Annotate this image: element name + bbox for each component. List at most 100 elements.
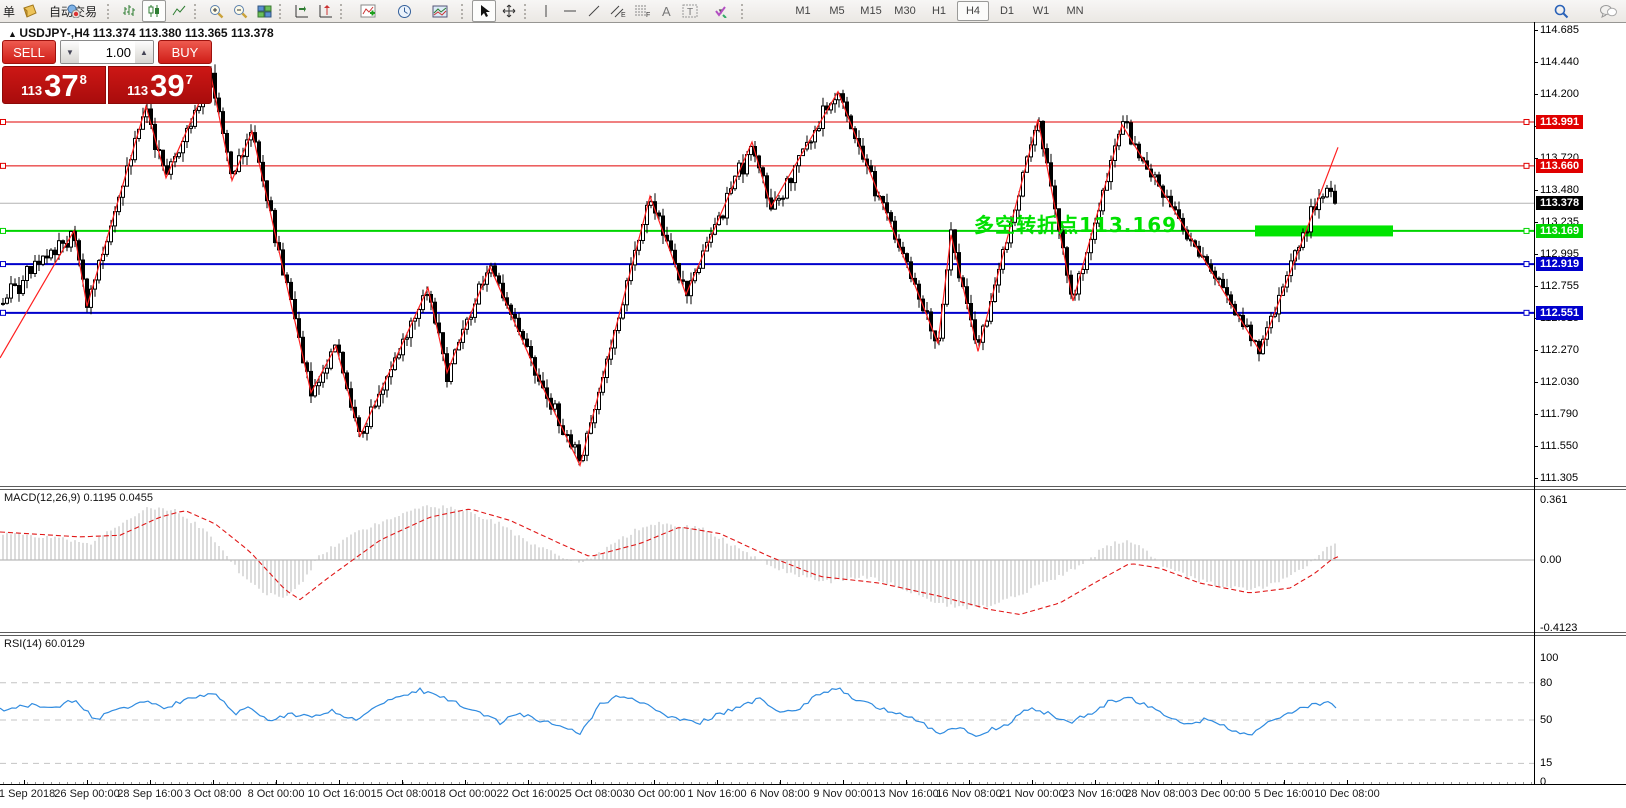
- sell-price-point: 8: [79, 72, 87, 87]
- timeframe-m1[interactable]: M1: [795, 5, 811, 17]
- zoom-out-icon[interactable]: [229, 1, 251, 21]
- minor-time-tick: [619, 782, 620, 784]
- toolbar-grip[interactable]: [279, 3, 286, 19]
- minor-time-tick: [123, 782, 124, 784]
- text-icon[interactable]: A: [655, 1, 677, 21]
- axis-tick: [1534, 478, 1538, 479]
- orders-icon[interactable]: [19, 1, 41, 21]
- green-zone-rectangle[interactable]: [1255, 225, 1393, 237]
- panel-separator[interactable]: [0, 486, 1626, 487]
- auto-scroll-icon[interactable]: [290, 1, 312, 21]
- line-chart-icon[interactable]: [168, 1, 190, 21]
- svg-text:A: A: [662, 4, 671, 18]
- macd-axis-label: 0.00: [1540, 554, 1562, 566]
- time-tick-label: 21 Sep 2018: [0, 788, 56, 800]
- minor-time-tick: [531, 782, 532, 784]
- timeframe-m15[interactable]: M15: [860, 5, 882, 17]
- autotrade-button[interactable]: 自动交易: [43, 1, 103, 21]
- tile-windows-icon[interactable]: [253, 1, 275, 21]
- time-tick-label: 25 Oct 08:00: [559, 788, 623, 800]
- time-tick: [780, 780, 781, 784]
- chat-icon[interactable]: [1597, 1, 1619, 21]
- volume-increase-button[interactable]: ▲: [135, 41, 153, 63]
- toolbar-grip[interactable]: [107, 3, 114, 19]
- crosshair-icon[interactable]: [498, 1, 520, 21]
- level-price-tag: 113.991: [1536, 115, 1584, 129]
- buy-price-figure: 113: [127, 83, 149, 98]
- horizontal-line-icon[interactable]: [559, 1, 581, 21]
- toolbar-grip[interactable]: [461, 3, 468, 19]
- zoom-in-icon[interactable]: [205, 1, 227, 21]
- collapse-triangle-icon[interactable]: ▲: [8, 29, 20, 39]
- price-tick-label: 112.030: [1540, 376, 1579, 388]
- axis-tick: [1534, 254, 1538, 255]
- text-label-icon[interactable]: T: [679, 1, 701, 21]
- panel-separator[interactable]: [0, 632, 1626, 633]
- time-tick: [1284, 780, 1285, 784]
- cursor-icon[interactable]: [472, 0, 497, 22]
- minor-time-tick: [515, 782, 516, 784]
- time-tick-label: 15 Oct 08:00: [370, 788, 434, 800]
- zigzag-line[interactable]: [0, 73, 1339, 468]
- turning-point-annotation[interactable]: 多空转折点113.169: [974, 213, 1178, 237]
- minor-time-tick: [211, 782, 212, 784]
- svg-text:E: E: [621, 12, 626, 18]
- minor-time-tick: [555, 782, 556, 784]
- bar-chart-icon[interactable]: [118, 1, 140, 21]
- templates-menu-button[interactable]: ▼: [423, 1, 457, 21]
- timeframe-d1[interactable]: D1: [999, 5, 1015, 17]
- minor-time-tick: [299, 782, 300, 784]
- timeframe-mn[interactable]: MN: [1066, 5, 1084, 17]
- timeframe-m5[interactable]: M5: [829, 5, 845, 17]
- minor-time-tick: [1323, 782, 1324, 784]
- minor-time-tick: [1291, 782, 1292, 784]
- sell-price-box[interactable]: 113 37 8: [2, 66, 106, 104]
- minor-time-tick: [603, 782, 604, 784]
- timeframe-w1[interactable]: W1: [1032, 5, 1050, 17]
- level-price-tag: 112.551: [1536, 306, 1584, 320]
- minor-time-tick: [1251, 782, 1252, 784]
- toolbar-grip[interactable]: [524, 3, 531, 19]
- buy-price-pips: 39: [150, 68, 185, 103]
- minor-time-tick: [955, 782, 956, 784]
- fibonacci-icon[interactable]: F: [631, 1, 653, 21]
- minor-time-tick: [643, 782, 644, 784]
- time-tick: [654, 780, 655, 784]
- toolbar-grip[interactable]: [194, 3, 201, 19]
- panel-separator[interactable]: [0, 635, 1626, 636]
- minor-time-tick: [1467, 782, 1468, 784]
- time-axis-border: [0, 784, 1626, 785]
- vertical-line-icon[interactable]: [535, 1, 557, 21]
- arrows-menu-button[interactable]: ▼: [703, 1, 737, 21]
- time-tick: [969, 780, 970, 784]
- minor-time-tick: [1307, 782, 1308, 784]
- trendline-icon[interactable]: [583, 1, 605, 21]
- minor-time-tick: [251, 782, 252, 784]
- timeframe-m30[interactable]: M30: [894, 5, 916, 17]
- toolbar-grip[interactable]: [741, 3, 748, 19]
- timeframe-h1[interactable]: H1: [931, 5, 947, 17]
- buy-price-box[interactable]: 113 39 7: [108, 66, 212, 104]
- time-tick: [24, 780, 25, 784]
- toolbar-grip[interactable]: [340, 3, 347, 19]
- minor-time-tick: [283, 782, 284, 784]
- minor-time-tick: [923, 782, 924, 784]
- indicators-menu-button[interactable]: ▼: [351, 1, 385, 21]
- volume-input[interactable]: [79, 41, 135, 63]
- minor-time-tick: [499, 782, 500, 784]
- sell-button[interactable]: SELL: [2, 40, 56, 64]
- equidistant-channel-icon[interactable]: E: [607, 1, 629, 21]
- clipped-menu-text[interactable]: 单: [3, 4, 16, 19]
- minor-time-tick: [315, 782, 316, 784]
- buy-button[interactable]: BUY: [158, 40, 212, 64]
- periods-menu-button[interactable]: ▼: [387, 1, 421, 21]
- search-icon[interactable]: [1550, 1, 1572, 21]
- chart-shift-icon[interactable]: [314, 1, 336, 21]
- panel-separator[interactable]: [0, 489, 1626, 490]
- volume-decrease-button[interactable]: ▼: [61, 41, 79, 63]
- timeframe-h4[interactable]: H4: [957, 1, 989, 21]
- minor-time-tick: [779, 782, 780, 784]
- candlestick-chart-icon[interactable]: [142, 0, 167, 22]
- rsi-axis-label: 0: [1540, 776, 1547, 788]
- minor-time-tick: [275, 782, 276, 784]
